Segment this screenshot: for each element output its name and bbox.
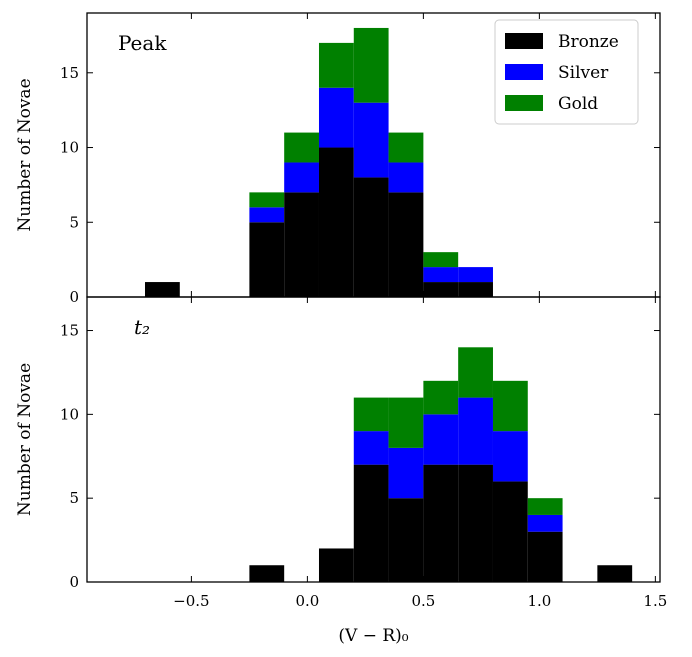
x-tick-label-3: 1.0: [527, 592, 551, 610]
x-axis-title: (V − R)₀: [338, 626, 408, 646]
bar-bronze-p1-b8: [597, 565, 633, 582]
panel-label-peak: Peak: [118, 31, 167, 55]
bar-silver-p0-b7: [458, 267, 493, 283]
bar-bronze-p1-b2: [353, 464, 389, 582]
bar-gold-p0-b2: [284, 132, 319, 163]
y-tick-label-p0-0: 0: [69, 288, 79, 306]
bar-silver-p1-b4: [423, 414, 459, 465]
legend-label-gold: Gold: [558, 94, 598, 114]
y-tick-label-p1-1: 5: [69, 489, 79, 507]
t2-panel-frame: [86, 296, 661, 583]
legend-swatch-silver: [505, 64, 543, 80]
legend-label-silver: Silver: [558, 63, 609, 83]
t2-panel: 0 5 10 15 −0.5 0.0 0.5 1.0 1.5 t₂ Number of Nova…: [15, 296, 667, 610]
bar-gold-p0-b6: [423, 252, 459, 268]
y-tick-label-p1-2: 10: [60, 405, 79, 423]
bar-bronze-p0-b2: [284, 192, 319, 297]
bar-silver-p0-b6: [423, 267, 459, 283]
bar-bronze-p1-b4: [423, 464, 459, 582]
bar-bronze-p0-b4: [353, 177, 389, 297]
y-tick-label-p1-3: 15: [60, 322, 79, 340]
peak-ticks: 0 5 10 15: [60, 13, 660, 306]
bar-silver-p0-b4: [353, 102, 389, 178]
bar-gold-p1-b7: [527, 498, 563, 515]
bar-gold-p0-b3: [318, 42, 354, 88]
bar-bronze-p0-b5: [388, 192, 424, 297]
x-tick-label-4: 1.5: [643, 592, 667, 610]
bar-silver-p0-b1: [249, 207, 285, 223]
bar-bronze-p1-b3: [388, 498, 424, 582]
bar-gold-p0-b4: [353, 27, 389, 103]
bar-gold-p1-b5: [458, 347, 493, 398]
bar-silver-p1-b6: [492, 431, 528, 482]
bar-silver-p0-b3: [318, 87, 354, 148]
bar-gold-p0-b5: [388, 132, 424, 163]
bar-bronze-p1-b1: [318, 548, 354, 582]
x-tick-label-2: 0.5: [411, 592, 435, 610]
bar-bronze-p1-b6: [492, 481, 528, 582]
bar-bronze-p1-b0: [249, 565, 285, 582]
bar-bronze-p1-b5: [458, 464, 493, 582]
legend-swatch-bronze: [505, 33, 543, 49]
bar-gold-p1-b4: [423, 380, 459, 415]
t2-ticks: 0 5 10 15 −0.5 0.0 0.5 1.0 1.5: [60, 297, 667, 610]
bar-bronze-p1-b7: [527, 531, 563, 582]
y-tick-label-p0-1: 5: [69, 213, 79, 231]
x-tick-label-1: 0.0: [295, 592, 319, 610]
bar-bronze-p0-b7: [458, 282, 493, 297]
y-tick-label-p0-2: 10: [60, 139, 79, 157]
bar-silver-p0-b5: [388, 162, 424, 193]
bar-silver-p1-b2: [353, 431, 389, 465]
bar-gold-p1-b6: [492, 380, 528, 432]
bar-silver-p0-b2: [284, 162, 319, 193]
bar-gold-p1-b3: [388, 397, 424, 448]
y-axis-title-bottom: Number of Novae: [15, 363, 35, 516]
bar-bronze-p0-b6: [423, 282, 459, 297]
y-axis-title-top: Number of Novae: [15, 78, 35, 231]
bar-bronze-p0-b3: [318, 147, 354, 297]
legend-swatch-gold: [505, 95, 543, 111]
bar-silver-p1-b3: [388, 447, 424, 499]
bar-silver-p1-b5: [458, 397, 493, 465]
bar-bronze-p0-b1: [249, 222, 285, 297]
bar-gold-p1-b2: [353, 397, 389, 432]
legend-label-bronze: Bronze: [558, 32, 619, 52]
x-tick-label-0: −0.5: [173, 592, 209, 610]
panel-label-t2: t₂: [134, 315, 150, 339]
y-tick-label-p1-0: 0: [69, 573, 79, 591]
y-tick-label-p0-3: 15: [60, 64, 79, 82]
peak-bars: [144, 27, 493, 297]
legend: Bronze Silver Gold: [494, 19, 639, 125]
t2-bars: [249, 347, 633, 582]
bar-bronze-p0-b0: [144, 282, 180, 297]
peak-panel: 0 5 10 15 Peak Number of Novae: [15, 12, 661, 306]
bar-silver-p1-b7: [527, 514, 563, 532]
bar-gold-p0-b1: [249, 192, 285, 208]
